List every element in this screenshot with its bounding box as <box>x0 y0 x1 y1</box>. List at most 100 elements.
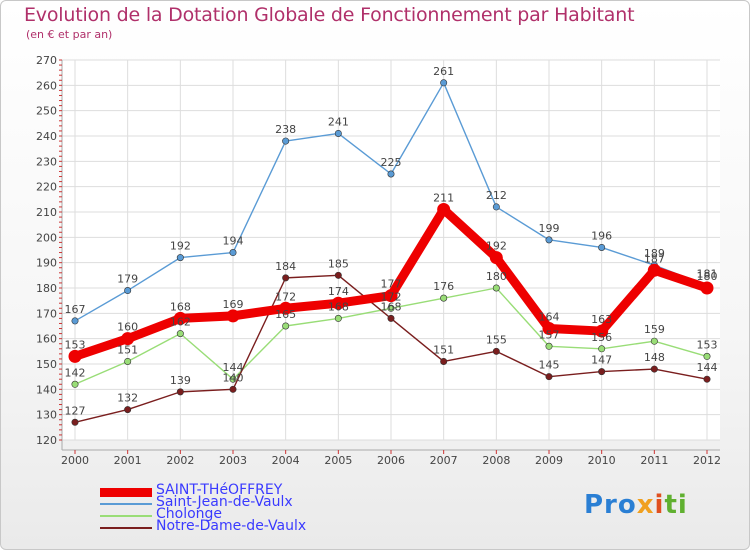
data-point-saint-jean-de-vaulx <box>545 236 553 244</box>
data-label-cholonge: 162 <box>170 316 191 329</box>
data-label-saint-th-offrey: 169 <box>223 298 244 311</box>
y-tick-label: 160 <box>36 333 57 346</box>
y-tick-label: 120 <box>36 434 57 447</box>
y-tick-label: 200 <box>36 231 57 244</box>
data-label-cholonge: 172 <box>381 290 402 303</box>
data-point-notre-dame-de-vaulx <box>703 375 711 383</box>
data-point-saint-th-offrey <box>437 202 451 216</box>
data-label-saint-jean-de-vaulx: 225 <box>381 156 402 169</box>
data-point-notre-dame-de-vaulx <box>124 406 132 414</box>
data-point-notre-dame-de-vaulx <box>440 357 448 365</box>
y-tick-label: 210 <box>36 206 57 219</box>
data-label-cholonge: 142 <box>65 366 86 379</box>
data-label-saint-th-offrey: 163 <box>591 313 612 326</box>
data-point-notre-dame-de-vaulx <box>650 365 658 373</box>
y-tick-label: 190 <box>36 257 57 270</box>
data-point-saint-th-offrey <box>542 322 556 336</box>
data-label-saint-th-offrey: 172 <box>275 290 296 303</box>
x-tick-label: 2004 <box>272 454 300 467</box>
data-point-cholonge <box>387 304 395 312</box>
data-point-saint-th-offrey <box>647 263 661 277</box>
data-label-cholonge: 165 <box>275 308 296 321</box>
data-point-notre-dame-de-vaulx <box>334 271 342 279</box>
legend-label: Cholonge <box>156 506 223 522</box>
data-label-saint-th-offrey: 211 <box>433 191 454 204</box>
y-tick-label: 170 <box>36 307 57 320</box>
data-point-saint-th-offrey <box>121 332 135 346</box>
y-tick-label: 260 <box>36 79 57 92</box>
legend-swatch <box>100 503 152 505</box>
legend-label: Notre-Dame-de-Vaulx <box>156 518 307 534</box>
data-point-cholonge <box>492 284 500 292</box>
data-label-notre-dame-de-vaulx: 140 <box>223 371 244 384</box>
x-tick-label: 2001 <box>114 454 142 467</box>
data-label-notre-dame-de-vaulx: 132 <box>117 392 138 405</box>
data-point-saint-th-offrey <box>226 309 240 323</box>
legend-label: Saint-Jean-de-Vaulx <box>156 494 293 510</box>
data-point-saint-th-offrey <box>489 251 503 265</box>
x-tick-label: 2003 <box>219 454 247 467</box>
data-label-cholonge: 156 <box>591 331 612 344</box>
data-label-cholonge: 159 <box>644 323 665 336</box>
data-label-saint-th-offrey: 164 <box>539 311 560 324</box>
data-label-saint-th-offrey: 168 <box>170 300 191 313</box>
data-point-saint-th-offrey <box>700 281 714 295</box>
data-label-saint-jean-de-vaulx: 241 <box>328 115 349 128</box>
data-point-saint-jean-de-vaulx <box>598 243 606 251</box>
data-point-cholonge <box>124 357 132 365</box>
data-label-saint-th-offrey: 177 <box>381 278 402 291</box>
x-tick-label: 2005 <box>324 454 352 467</box>
data-point-cholonge <box>650 337 658 345</box>
data-point-saint-jean-de-vaulx <box>71 317 79 325</box>
data-label-saint-jean-de-vaulx: 196 <box>591 229 612 242</box>
data-point-notre-dame-de-vaulx <box>176 388 184 396</box>
y-tick-label: 140 <box>36 383 57 396</box>
data-label-saint-jean-de-vaulx: 194 <box>223 235 244 248</box>
x-tick-label: 2006 <box>377 454 405 467</box>
data-label-saint-th-offrey: 180 <box>697 270 718 283</box>
y-tick-label: 180 <box>36 282 57 295</box>
data-label-saint-jean-de-vaulx: 189 <box>644 247 665 260</box>
data-label-cholonge: 153 <box>697 338 718 351</box>
data-point-saint-jean-de-vaulx <box>334 129 342 137</box>
data-point-cholonge <box>703 352 711 360</box>
data-point-cholonge <box>440 294 448 302</box>
data-point-notre-dame-de-vaulx <box>229 385 237 393</box>
data-label-cholonge: 144 <box>223 361 244 374</box>
data-label-saint-th-offrey: 174 <box>328 285 349 298</box>
data-label-saint-jean-de-vaulx: 167 <box>65 303 86 316</box>
x-tick-label: 2009 <box>535 454 563 467</box>
legend-swatch <box>100 487 152 497</box>
x-tick-label: 2002 <box>166 454 194 467</box>
data-point-saint-th-offrey <box>384 289 398 303</box>
data-label-cholonge: 151 <box>117 343 138 356</box>
data-point-cholonge <box>229 375 237 383</box>
legend-swatch <box>100 515 152 517</box>
data-point-saint-jean-de-vaulx <box>492 203 500 211</box>
y-tick-label: 240 <box>36 130 57 143</box>
data-label-notre-dame-de-vaulx: 168 <box>381 300 402 313</box>
data-point-cholonge <box>176 330 184 338</box>
data-label-notre-dame-de-vaulx: 127 <box>65 404 86 417</box>
data-point-saint-th-offrey <box>173 311 187 325</box>
data-point-saint-jean-de-vaulx <box>176 254 184 262</box>
x-tick-label: 2010 <box>588 454 616 467</box>
data-label-cholonge: 180 <box>486 270 507 283</box>
legend-label: SAINT-THéOFFREY <box>156 482 283 498</box>
data-point-notre-dame-de-vaulx <box>71 418 79 426</box>
data-point-saint-jean-de-vaulx <box>282 137 290 145</box>
data-label-saint-jean-de-vaulx: 261 <box>433 65 454 78</box>
x-tick-label: 2008 <box>482 454 510 467</box>
data-point-notre-dame-de-vaulx <box>387 314 395 322</box>
x-tick-label: 2012 <box>693 454 721 467</box>
data-point-notre-dame-de-vaulx <box>598 368 606 376</box>
data-point-cholonge <box>598 345 606 353</box>
data-point-saint-th-offrey <box>279 301 293 315</box>
data-label-cholonge: 168 <box>328 300 349 313</box>
x-tick-label: 2011 <box>640 454 668 467</box>
data-point-saint-jean-de-vaulx <box>387 170 395 178</box>
data-label-saint-jean-de-vaulx: 192 <box>170 240 191 253</box>
data-point-notre-dame-de-vaulx <box>282 274 290 282</box>
x-tick-label: 2007 <box>430 454 458 467</box>
